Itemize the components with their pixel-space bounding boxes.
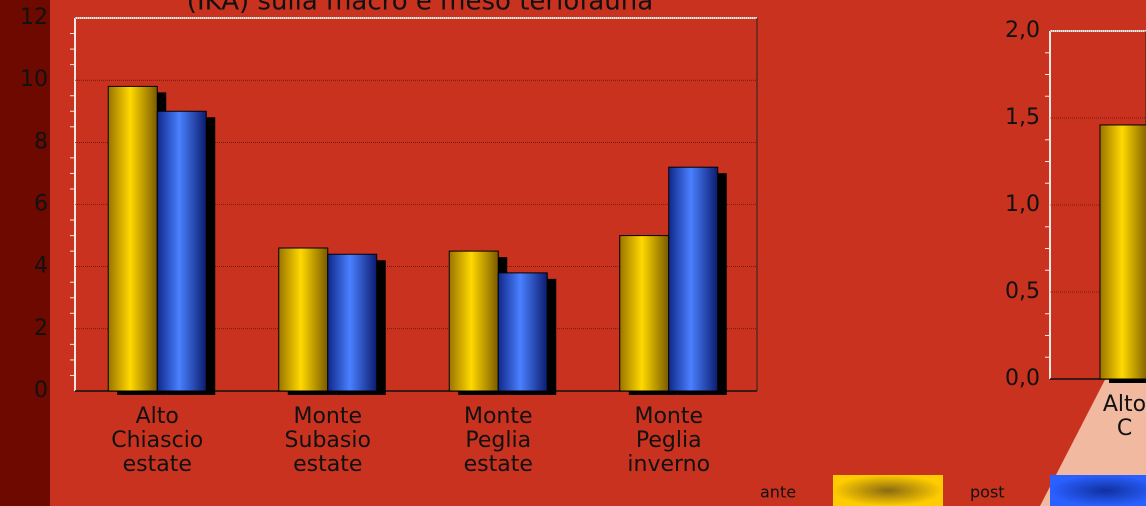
legend-swatch: [833, 475, 943, 506]
bar: [156, 110, 207, 392]
bar: [448, 250, 499, 392]
y-tick-label: 0: [34, 378, 48, 403]
y-tick-label: 1,5: [1005, 105, 1040, 130]
y-tick-label: 12: [20, 5, 48, 30]
x-tick-label: Monte Peglia inverno: [627, 404, 710, 477]
x-tick-label: Alto Chiascio estate: [111, 404, 203, 477]
charts: 0 2 4 6 8 10 12 Alto Chiascio estate Monte Subasio e…: [20, 5, 1146, 506]
side-strip: [0, 0, 50, 506]
y-tick-label: 10: [20, 67, 48, 92]
bar: [497, 272, 548, 392]
bar: [107, 85, 158, 392]
bar: [278, 247, 329, 392]
x-tick-label: Monte Peglia estate: [464, 404, 533, 477]
y-tick-label: 0,0: [1005, 366, 1040, 391]
y-tick-label: 6: [34, 192, 48, 217]
legend-label: ante: [760, 483, 796, 502]
bar: [619, 235, 670, 392]
x-tick-label: Monte Subasio estate: [285, 404, 371, 477]
x-tick-label: Alto C: [1103, 392, 1146, 441]
y-tick-label: 2,0: [1005, 18, 1040, 43]
bar: [327, 253, 378, 392]
legend-label: post: [970, 483, 1005, 502]
y-tick-label: 8: [34, 129, 48, 154]
y-tick-label: 2: [34, 316, 48, 341]
y-tick-label: 4: [34, 254, 48, 279]
y-tick-label: 1,0: [1005, 192, 1040, 217]
bar: [668, 166, 719, 392]
chart-title: (IKA) sulla macro e meso teriofauna: [187, 0, 653, 17]
bar: [1099, 124, 1146, 380]
legend-swatch: [1050, 475, 1146, 506]
y-tick-label: 0,5: [1005, 279, 1040, 304]
